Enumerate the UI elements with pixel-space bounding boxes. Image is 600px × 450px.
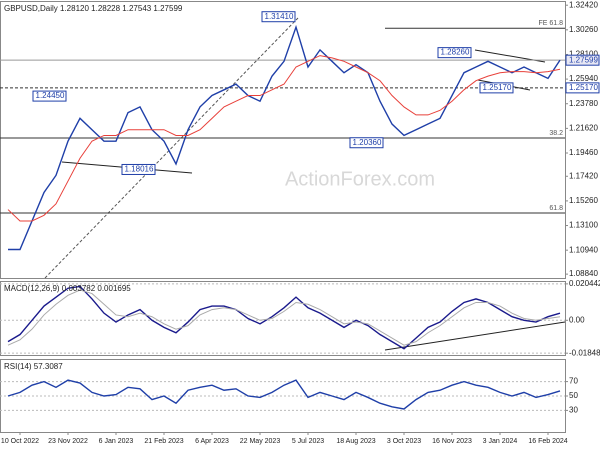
level-label: FE 61.8	[538, 20, 563, 27]
x-tick-label: 3 Oct 2023	[387, 438, 421, 445]
macd-panel	[0, 281, 566, 356]
x-tick-label: 16 Nov 2023	[432, 438, 472, 445]
x-tick-label: 23 Nov 2022	[48, 438, 88, 445]
annotation-label: 1.24450	[36, 91, 65, 100]
y-tick-label: 1.30260	[569, 25, 598, 34]
panel-title: RSI(14) 57.3087	[4, 362, 63, 371]
x-tick-label: 10 Oct 2022	[1, 438, 39, 445]
y-tick-label: 30	[569, 406, 578, 415]
price-marker-label: 1.25170	[569, 83, 598, 92]
y-tick-label: 1.13100	[569, 221, 598, 230]
y-tick-label: 1.15260	[569, 196, 598, 205]
annotation-box	[437, 47, 472, 59]
y-tick-label: 1.25940	[569, 74, 598, 83]
price-marker-box	[565, 82, 600, 94]
y-tick-label: 70	[569, 377, 578, 386]
y-tick-label: 1.10940	[569, 245, 598, 254]
annotation-box	[261, 11, 296, 23]
x-tick-label: 18 Aug 2023	[336, 438, 375, 445]
x-tick-label: 16 Feb 2024	[528, 438, 567, 445]
annotation-label: 1.20360	[353, 138, 382, 147]
y-tick-label: 1.32420	[569, 0, 598, 9]
annotation-box	[479, 82, 514, 94]
annotation-label: 1.31410	[265, 12, 294, 21]
y-tick-label: 1.19460	[569, 148, 598, 157]
series-line	[7, 285, 561, 350]
watermark: ActionForex.com	[285, 168, 435, 190]
x-tick-label: 22 May 2023	[240, 438, 281, 445]
y-tick-label: 1.08840	[569, 269, 598, 278]
annotation-box	[32, 90, 67, 102]
trendline	[384, 321, 566, 351]
x-tick-label: 6 Apr 2023	[195, 438, 229, 445]
y-tick-label: -0.01848	[569, 348, 600, 357]
panel-title: GBPUSD,Daily 1.28120 1.28228 1.27543 1.2…	[4, 4, 183, 13]
y-tick-label: 0.020442	[569, 279, 600, 288]
annotation-box	[349, 137, 384, 149]
level-label: 61.8	[549, 205, 563, 212]
annotation-box	[121, 163, 156, 175]
y-tick-label: 1.23780	[569, 99, 598, 108]
price-marker-box	[565, 54, 600, 66]
level-label: 38.2	[549, 130, 563, 137]
price-marker-label: 1.27599	[569, 55, 598, 64]
annotation-label: 1.25170	[483, 83, 512, 92]
y-tick-label: 0.00	[569, 315, 585, 324]
series-line	[7, 379, 561, 410]
annotation-label: 1.28260	[441, 48, 470, 57]
price-panel	[0, 1, 566, 279]
annotation-label: 1.18016	[125, 165, 154, 174]
y-tick-label: 1.28100	[569, 50, 598, 59]
series-line	[7, 55, 561, 222]
y-tick-label: 1.17420	[569, 171, 598, 180]
x-tick-label: 21 Feb 2023	[144, 438, 183, 445]
x-tick-label: 3 Jan 2024	[483, 438, 518, 445]
x-tick-label: 5 Jul 2023	[292, 438, 324, 445]
panel-title: MACD(12,26,9) 0.003782 0.001695	[4, 284, 131, 293]
y-tick-label: 1.21620	[569, 123, 598, 132]
x-tick-label: 6 Jan 2023	[99, 438, 134, 445]
y-tick-label: 50	[569, 391, 578, 400]
series-line	[7, 289, 561, 346]
trendline	[44, 17, 299, 279]
